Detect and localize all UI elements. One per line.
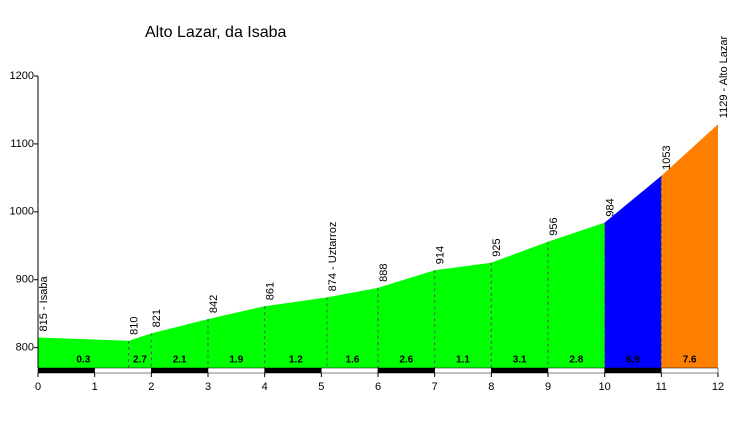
x-tick-label: 2 [148, 381, 154, 393]
gradient-label: 3.1 [513, 355, 527, 366]
profile-segment [128, 333, 152, 368]
value-label: 821 [151, 309, 163, 327]
gradient-label: 2.8 [569, 355, 583, 366]
km-bar [37, 367, 95, 374]
profile-segment [434, 262, 492, 368]
km-bar [434, 367, 492, 374]
profile-segment [38, 337, 129, 368]
value-label: 1129 - Alto Lazar [718, 36, 730, 119]
value-label: 888 [378, 264, 390, 282]
value-label: 925 [491, 238, 503, 256]
y-tick-label: 1100 [10, 138, 34, 150]
profile-segment [378, 270, 435, 368]
x-tick-label: 6 [375, 381, 381, 393]
gradient-label: 7.6 [683, 355, 697, 366]
value-label: 874 - Uztarroz [327, 222, 339, 292]
x-tick-label: 1 [92, 381, 98, 393]
km-bar [661, 367, 719, 374]
gradient-label: 1.2 [289, 355, 303, 366]
profile-segment [548, 222, 605, 368]
x-tick-label: 10 [599, 381, 611, 393]
profile-segment [151, 319, 208, 368]
x-tick-label: 4 [262, 381, 268, 393]
x-tick-label: 0 [35, 381, 41, 393]
x-tick-label: 12 [712, 381, 724, 393]
x-tick-label: 3 [205, 381, 211, 393]
gradient-label: 1.6 [346, 355, 360, 366]
x-tick-label: 9 [545, 381, 551, 393]
km-bar [94, 367, 152, 374]
profile-segment [491, 241, 548, 368]
km-bar [604, 367, 662, 374]
km-bar [321, 367, 379, 374]
chart-title: Alto Lazar, da Isaba [145, 24, 287, 41]
km-bar [264, 367, 322, 374]
profile-segment [208, 306, 265, 368]
gradient-label: 1.9 [229, 355, 243, 366]
x-tick-label: 8 [488, 381, 494, 393]
y-tick-label: 800 [16, 342, 34, 354]
km-bar [207, 367, 265, 374]
value-label: 842 [208, 295, 220, 313]
value-label: 914 [435, 246, 447, 264]
x-tick-label: 11 [656, 381, 667, 393]
gradient-label: 1.1 [456, 355, 470, 366]
x-tick-label: 7 [432, 381, 438, 393]
km-bar [547, 367, 605, 374]
y-tick-label: 900 [16, 274, 34, 286]
value-label: 956 [548, 217, 560, 235]
value-label: 984 [605, 198, 617, 216]
profile-segment [264, 297, 327, 368]
value-label: 861 [265, 282, 277, 300]
gradient-label: 2.6 [399, 355, 413, 366]
km-bar [377, 367, 435, 374]
y-tick-label: 1200 [10, 70, 34, 82]
value-label: 810 [129, 316, 141, 334]
gradient-label: 6.9 [626, 355, 640, 366]
y-tick-label: 1000 [10, 206, 34, 218]
value-label: 815 - Isaba [38, 276, 50, 332]
x-tick-label: 5 [318, 381, 324, 393]
profile-segment [661, 124, 718, 368]
gradient-label: 2.7 [133, 355, 147, 366]
gradient-label: 2.1 [173, 355, 187, 366]
value-label: 1053 [661, 145, 673, 169]
profile-segment [327, 287, 378, 368]
km-bar [491, 367, 549, 374]
profile-segment [604, 175, 662, 368]
km-bar [151, 367, 209, 374]
gradient-label: 0.3 [76, 355, 90, 366]
